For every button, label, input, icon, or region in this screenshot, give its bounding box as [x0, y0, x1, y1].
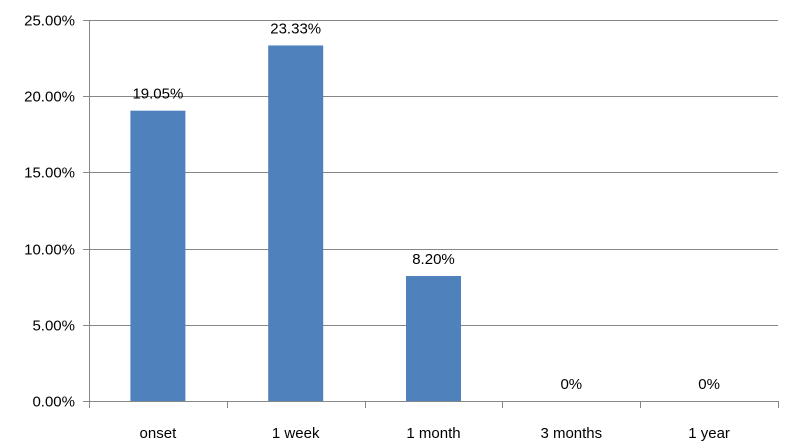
data-label: 19.05%	[132, 86, 183, 103]
axes	[83, 20, 779, 408]
data-label: 8.20%	[412, 251, 455, 268]
bar	[130, 110, 186, 401]
bars	[130, 45, 461, 401]
bar	[406, 276, 461, 401]
y-tick-label: 20.00%	[24, 89, 75, 106]
x-tick-label: 1 year	[688, 425, 730, 442]
bar	[268, 45, 324, 401]
gridlines	[89, 20, 778, 326]
x-tick-label: 1 week	[272, 425, 320, 442]
y-tick-label: 5.00%	[32, 318, 75, 335]
data-label: 0%	[560, 376, 582, 393]
x-tick-label: onset	[140, 425, 178, 442]
data-label: 23.33%	[270, 20, 321, 37]
x-tick-label: 3 months	[540, 425, 602, 442]
labels: 0.00% 5.00% 10.00% 15.00% 20.00% 25.00% 19.05%…	[24, 13, 730, 443]
data-label: 0%	[698, 376, 720, 393]
y-tick-label: 10.00%	[24, 242, 75, 259]
x-tick-label: 1 month	[406, 425, 460, 442]
y-tick-label: 25.00%	[24, 13, 75, 30]
y-tick-label: 15.00%	[24, 165, 75, 182]
y-tick-label: 0.00%	[32, 394, 75, 411]
